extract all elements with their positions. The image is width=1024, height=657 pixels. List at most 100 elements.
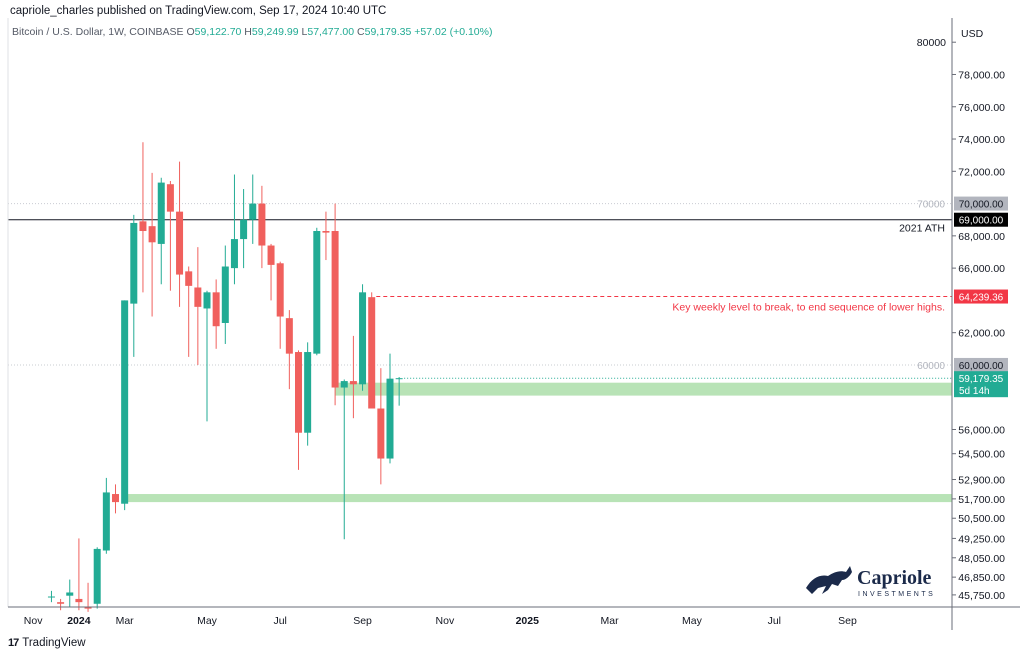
candle-body [157, 182, 165, 244]
candle-body [331, 231, 339, 388]
candle-30 [322, 211, 330, 261]
close-label: C [357, 26, 365, 38]
x-tick-label-1: 2024 [67, 615, 91, 627]
candle-body [267, 245, 275, 265]
y-tick-label-5: 68,000.00 [958, 231, 1005, 243]
candle-body [57, 602, 65, 604]
symbol-legend: Bitcoin / U.S. Dollar, 1W, COINBASE O59,… [12, 26, 492, 38]
y-tick-label-3: 74,000.00 [958, 134, 1005, 146]
candle-35 [368, 292, 376, 409]
x-tick-label-5: Sep [353, 615, 372, 627]
candle-15 [185, 266, 193, 357]
support-zones [124, 382, 953, 503]
tradingview-logo-icon: 17 [8, 637, 19, 649]
candle-26 [285, 310, 293, 390]
candle-32 [340, 379, 348, 540]
close-value: 59,179.35 [364, 26, 412, 38]
y-tick-label-8: 56,000.00 [958, 424, 1005, 436]
x-tick-label-3: May [197, 615, 218, 627]
candle-body [66, 592, 74, 596]
candles [47, 142, 403, 612]
x-tick-label-10: Jul [768, 615, 781, 627]
candle-3 [75, 538, 83, 611]
countdown-label: 5d 14h [959, 386, 990, 397]
candle-body [386, 378, 394, 459]
open-label: O [186, 26, 195, 38]
last-price-box [954, 371, 1008, 398]
candle-14 [176, 161, 184, 307]
level-axis-label-1: 60,000.00 [959, 361, 1004, 372]
candle-body [368, 297, 376, 409]
candle-12 [157, 177, 165, 285]
candle-28 [304, 342, 312, 446]
y-tick-label-2: 76,000.00 [958, 102, 1005, 114]
brand-subtitle: INVESTMENTS [858, 591, 935, 598]
y-tick-label-0: 80000 [917, 37, 946, 49]
y-tick-label-16: 45,750.00 [958, 590, 1005, 602]
candle-36 [377, 368, 385, 485]
candle-23 [258, 185, 266, 269]
y-tick-label-14: 48,050.00 [958, 553, 1005, 565]
low-label: L [301, 26, 308, 38]
y-tick-label-12: 50,500.00 [958, 513, 1005, 525]
key-level-axis-box [954, 289, 1008, 304]
candle-body [349, 381, 357, 385]
support-zone-1 [124, 494, 952, 503]
horizontal-levels: 70000 60000 2021 ATH Key weekly level to br… [8, 37, 952, 379]
level-axis-label-0: 70,000.00 [959, 200, 1004, 211]
published-info: capriole_charles published on TradingVie… [10, 5, 387, 17]
open-value: 59,122.70 [194, 26, 242, 38]
currency-label[interactable]: USD [961, 28, 984, 40]
chart-frame [7, 18, 1020, 630]
candle-body [176, 211, 184, 275]
candle-body [240, 219, 248, 240]
x-tick-label-2: Mar [116, 615, 135, 627]
y-tick-label-6: 66,000.00 [958, 263, 1005, 275]
tradingview-footer[interactable]: 17 TradingView [8, 637, 86, 649]
candle-25 [276, 261, 284, 349]
change-value: +57.02 (+0.10%) [414, 26, 493, 38]
y-tick-label-4: 72,000.00 [958, 166, 1005, 178]
candle-body [102, 492, 110, 551]
x-tick-label-7: 2025 [516, 615, 540, 627]
y-tick-label-1: 78,000.00 [958, 69, 1005, 81]
low-value: 57,477.00 [307, 26, 355, 38]
high-value: 59,249.99 [251, 26, 299, 38]
y-tick-label-7: 62,000.00 [958, 328, 1005, 340]
x-tick-label-0: Nov [24, 615, 43, 627]
candle-0 [47, 590, 55, 603]
time-axis[interactable]: Nov 2024 Mar May Jul Sep Nov 2025 Mar May Jul Sep [24, 615, 857, 627]
key-level-axis-label: 64,239.36 [959, 293, 1004, 304]
candle-8 [121, 300, 129, 511]
x-tick-label-4: Jul [273, 615, 286, 627]
candle-body [295, 352, 302, 433]
candle-13 [166, 180, 174, 291]
high-label: H [244, 26, 252, 38]
candle-11 [148, 172, 156, 317]
candle-9 [130, 214, 138, 357]
candle-33 [349, 335, 357, 419]
candle-body [194, 287, 202, 307]
candle-body [139, 221, 147, 232]
candle-body [377, 408, 385, 459]
candle-5 [93, 547, 101, 609]
tradingview-brand: TradingView [22, 637, 86, 649]
brand-name: Capriole [857, 567, 932, 589]
candle-21 [240, 189, 248, 269]
y-tick-label-9: 54,500.00 [958, 449, 1005, 461]
candle-34 [359, 284, 367, 391]
candle-7 [112, 484, 119, 514]
candle-body [230, 239, 238, 269]
horse-icon [806, 566, 852, 594]
candle-17 [203, 290, 211, 422]
price-axis[interactable]: 70,000.00 60,000.00 69,000.00 64,239.36 78,0… [952, 41, 1008, 602]
candle-body [258, 203, 266, 246]
candle-body [112, 494, 119, 503]
candle-body [359, 292, 367, 385]
candle-body [130, 222, 138, 304]
support-zone-0 [335, 382, 953, 396]
x-tick-label-11: Sep [838, 615, 857, 627]
candle-body [84, 607, 92, 609]
capriole-logo: Capriole INVESTMENTS [806, 566, 935, 598]
